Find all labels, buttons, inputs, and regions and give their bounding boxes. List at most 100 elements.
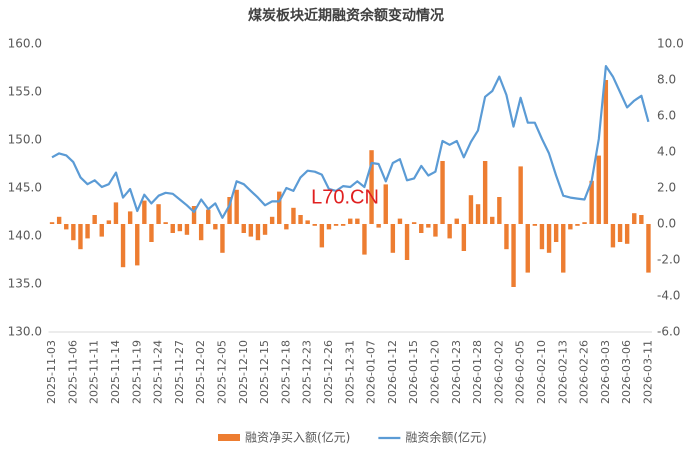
x-tick-label: 2025-12-05 — [215, 340, 228, 404]
bar — [269, 216, 275, 224]
bar — [284, 224, 289, 230]
x-tick-label: 2025-12-31 — [343, 340, 356, 404]
x-tick-label: 2026-01-07 — [365, 340, 378, 404]
y-tick-label: 145.0 — [8, 181, 42, 195]
x-tick-label: 2026-02-05 — [514, 340, 527, 404]
bar — [184, 224, 190, 235]
bar — [390, 224, 396, 253]
y-tick-label: 130.0 — [8, 325, 42, 339]
bar — [376, 224, 381, 228]
bar — [198, 224, 204, 241]
y2-tick-label: 0.0 — [657, 217, 676, 231]
bar — [99, 224, 104, 237]
bar — [305, 220, 310, 224]
bar — [603, 80, 609, 224]
bar — [71, 224, 76, 241]
bar — [333, 224, 339, 226]
bar — [525, 224, 530, 273]
bar — [482, 161, 488, 224]
bar — [454, 218, 459, 224]
bar — [568, 224, 573, 230]
bar — [248, 224, 254, 237]
x-tick-label: 2025-12-26 — [322, 340, 335, 404]
bar — [92, 215, 97, 224]
bar — [511, 224, 516, 287]
bar — [340, 224, 346, 226]
bar — [532, 224, 538, 226]
x-tick-label: 2025-12-18 — [279, 340, 292, 404]
line — [51, 65, 650, 219]
x-tick-label: 2026-01-23 — [450, 340, 463, 404]
x-tick-label: 2025-11-19 — [130, 340, 143, 404]
bar — [319, 224, 325, 248]
y-tick-label: 160.0 — [8, 37, 42, 51]
bar — [127, 211, 133, 224]
bar — [553, 224, 559, 242]
bar — [227, 197, 232, 224]
x-tick-label: 2026-03-03 — [599, 340, 612, 404]
bar — [149, 224, 154, 242]
y-tick-label: 150.0 — [8, 133, 42, 147]
bar — [589, 180, 594, 224]
bar — [49, 222, 55, 224]
watermark: L70.CN — [311, 186, 379, 208]
y2-tick-label: -6.0 — [657, 325, 680, 339]
bar — [113, 202, 119, 224]
y-tick-label: 155.0 — [8, 85, 42, 99]
bar — [447, 224, 452, 239]
bar — [156, 204, 161, 224]
bar — [262, 224, 268, 235]
bar — [404, 224, 410, 260]
bar — [624, 224, 630, 244]
bar — [411, 222, 417, 224]
bar — [596, 155, 601, 224]
bar — [575, 224, 580, 226]
legend-label: 融资余额(亿元) — [405, 430, 486, 445]
bar — [490, 216, 495, 224]
x-tick-label: 2026-03-11 — [641, 340, 654, 404]
bar — [504, 224, 509, 250]
bar — [170, 224, 175, 233]
bar — [433, 224, 438, 237]
bar — [298, 215, 303, 224]
bar — [475, 204, 481, 224]
y2-tick-label: 6.0 — [657, 109, 676, 123]
y2-tick-label: 4.0 — [657, 145, 676, 159]
bar — [291, 207, 296, 224]
legend-label: 融资净买入额(亿元) — [245, 430, 350, 445]
bar — [56, 216, 62, 224]
bar — [518, 166, 523, 224]
x-tick-label: 2025-11-11 — [88, 340, 101, 404]
x-tick-label: 2025-12-23 — [301, 340, 314, 404]
bar — [383, 184, 388, 224]
y2-tick-label: -4.0 — [657, 289, 680, 303]
bar — [213, 224, 218, 230]
bar — [64, 224, 69, 230]
x-tick-label: 2026-02-02 — [492, 340, 505, 404]
bar — [191, 206, 197, 224]
bar — [177, 224, 183, 232]
x-tick-label: 2025-11-27 — [173, 340, 186, 404]
y2-tick-label: 2.0 — [657, 181, 676, 195]
chart-title: 煤炭板块近期融资余额变动情况 — [248, 7, 444, 24]
bar — [539, 224, 545, 250]
x-tick-label: 2026-02-13 — [556, 340, 569, 404]
x-tick-label: 2026-01-20 — [428, 340, 441, 404]
bar — [561, 224, 566, 273]
x-tick-label: 2026-03-06 — [620, 340, 633, 404]
bar — [639, 215, 644, 224]
bar — [255, 224, 261, 241]
bar — [440, 161, 445, 224]
x-tick-label: 2026-01-28 — [471, 340, 484, 404]
bar — [461, 224, 467, 251]
bar — [120, 224, 126, 268]
bar — [632, 213, 637, 224]
y-tick-label: 140.0 — [8, 229, 42, 243]
legend-swatch — [218, 434, 240, 441]
x-tick-label: 2026-01-15 — [407, 340, 420, 404]
bar — [277, 191, 282, 224]
y2-tick-label: -2.0 — [657, 253, 680, 267]
bar — [369, 150, 374, 224]
bar — [582, 222, 587, 224]
